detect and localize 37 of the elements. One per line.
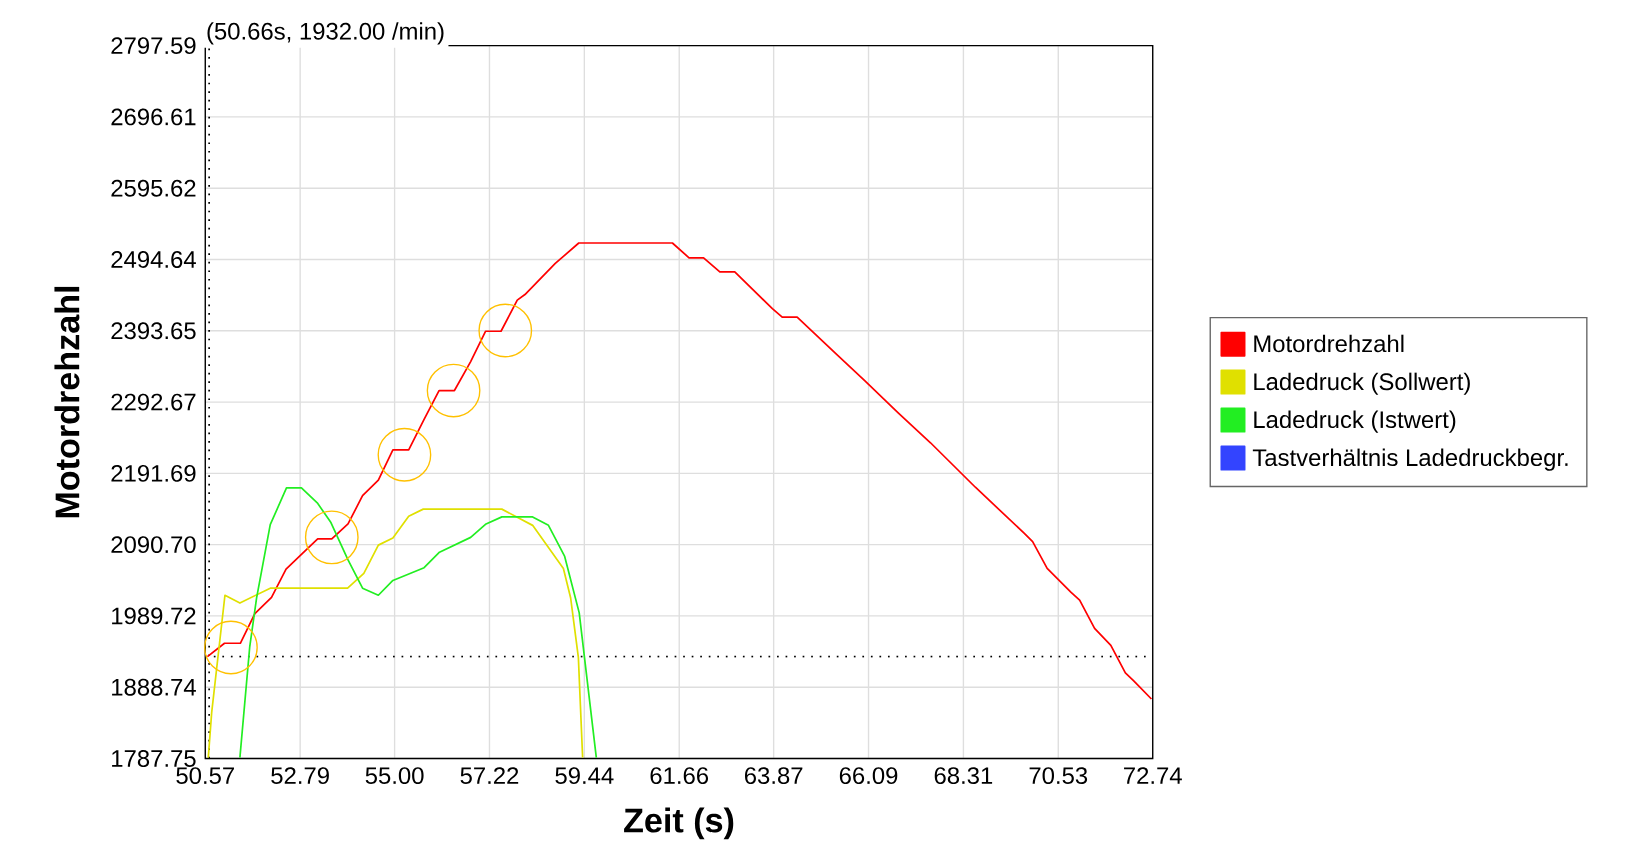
- x-tick-label: 70.53: [1029, 767, 1088, 785]
- y-tick-label: 2292.67: [111, 393, 196, 411]
- legend-label: Tastverhältnis Ladedruckbegr.: [1252, 448, 1568, 471]
- x-tick-label: 68.31: [934, 767, 993, 785]
- point: [377, 427, 432, 482]
- y-tick-label: 2090.70: [111, 536, 196, 554]
- point: [478, 303, 533, 358]
- y-tick-label: 2696.61: [111, 108, 196, 126]
- y-tick-label: 2191.69: [111, 465, 196, 482]
- point: [204, 620, 258, 675]
- legend-label: Motordrehzahl: [1254, 334, 1404, 353]
- point: [426, 363, 481, 418]
- y-tick-label: 1888.74: [112, 678, 196, 696]
- x-tick-label: 55.00: [365, 767, 424, 785]
- line-series: [207, 508, 584, 759]
- x-tick-label: 50.57: [176, 767, 234, 785]
- y-axis-title: Motordrehzahl: [54, 286, 80, 518]
- line-series: [206, 242, 1153, 700]
- y-tick-label: 2494.64: [111, 251, 196, 268]
- y-tick-label: 1989.72: [112, 607, 196, 625]
- y-tick-label: 1787.75: [112, 750, 196, 768]
- x-tick-label: 61.66: [650, 767, 709, 785]
- line-series: [239, 487, 598, 759]
- x-tick-label: 66.09: [839, 767, 898, 785]
- x-tick-label: 59.44: [555, 767, 614, 785]
- text: (50.66s, 1932.00 /min): [207, 22, 444, 45]
- point: [304, 510, 359, 565]
- x-tick-label: 63.87: [744, 767, 803, 785]
- y-tick-label: 2797.59: [111, 37, 196, 55]
- x-tick-label: 52.79: [271, 767, 329, 785]
- y-tick-label: 2595.62: [111, 179, 196, 197]
- x-tick-label: 57.22: [460, 767, 519, 785]
- x-tick-label: 72.74: [1124, 767, 1182, 784]
- legend-label: Ladedruck (Istwert): [1254, 410, 1456, 433]
- legend-label: Ladedruck (Sollwert): [1254, 372, 1470, 395]
- x-axis-title: Zeit (s): [624, 807, 734, 840]
- y-tick-label: 2393.65: [111, 322, 196, 340]
